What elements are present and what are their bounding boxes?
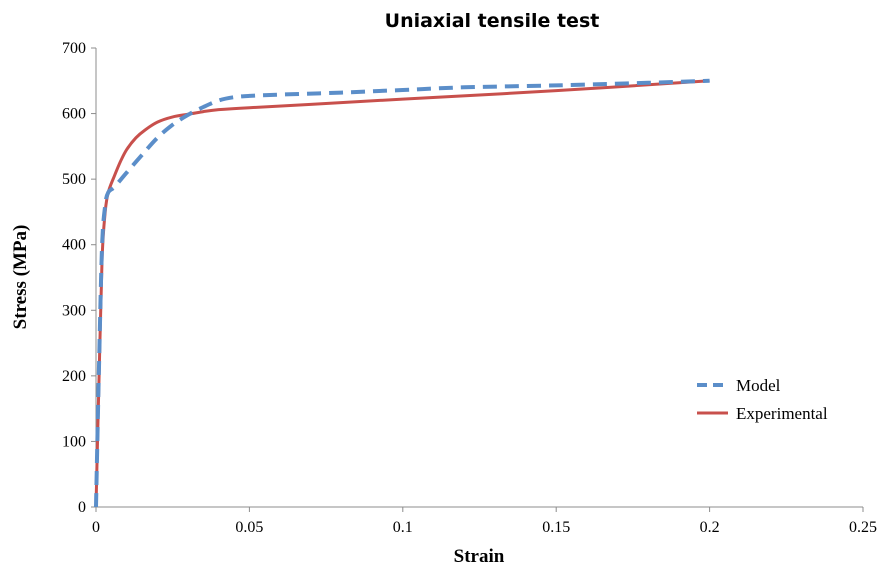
y-tick-label: 400 <box>62 237 86 254</box>
y-tick-label: 500 <box>62 171 86 188</box>
chart-title: Uniaxial tensile test <box>385 10 600 32</box>
series-line-model <box>94 78 710 508</box>
y-axis-ticks: 0 100 200 300 400 500 600 700 <box>62 40 96 516</box>
legend-label-experimental: Experimental <box>736 404 828 423</box>
x-tick-label: 0.1 <box>393 519 413 536</box>
x-tick-label: 0.2 <box>700 519 720 536</box>
y-axis-label: Stress (MPa) <box>10 225 31 330</box>
series-layer <box>94 78 710 508</box>
x-tick-label: 0.15 <box>542 519 570 536</box>
series-line-experimental <box>94 79 710 508</box>
y-tick-label: 200 <box>62 368 86 385</box>
y-tick-label: 100 <box>62 433 86 450</box>
y-tick-label: 0 <box>78 499 86 516</box>
y-tick-label: 300 <box>62 302 86 319</box>
x-tick-label: 0.05 <box>235 519 263 536</box>
y-tick-label: 700 <box>62 40 86 57</box>
legend-label-model: Model <box>736 376 781 395</box>
x-axis-ticks: 0 0.05 0.1 0.15 0.2 0.25 <box>92 507 877 536</box>
x-tick-label: 0 <box>92 519 100 536</box>
legend: Model Experimental <box>697 376 828 423</box>
x-tick-label: 0.25 <box>849 519 877 536</box>
y-tick-label: 600 <box>62 106 86 123</box>
x-axis-label: Strain <box>454 546 505 567</box>
